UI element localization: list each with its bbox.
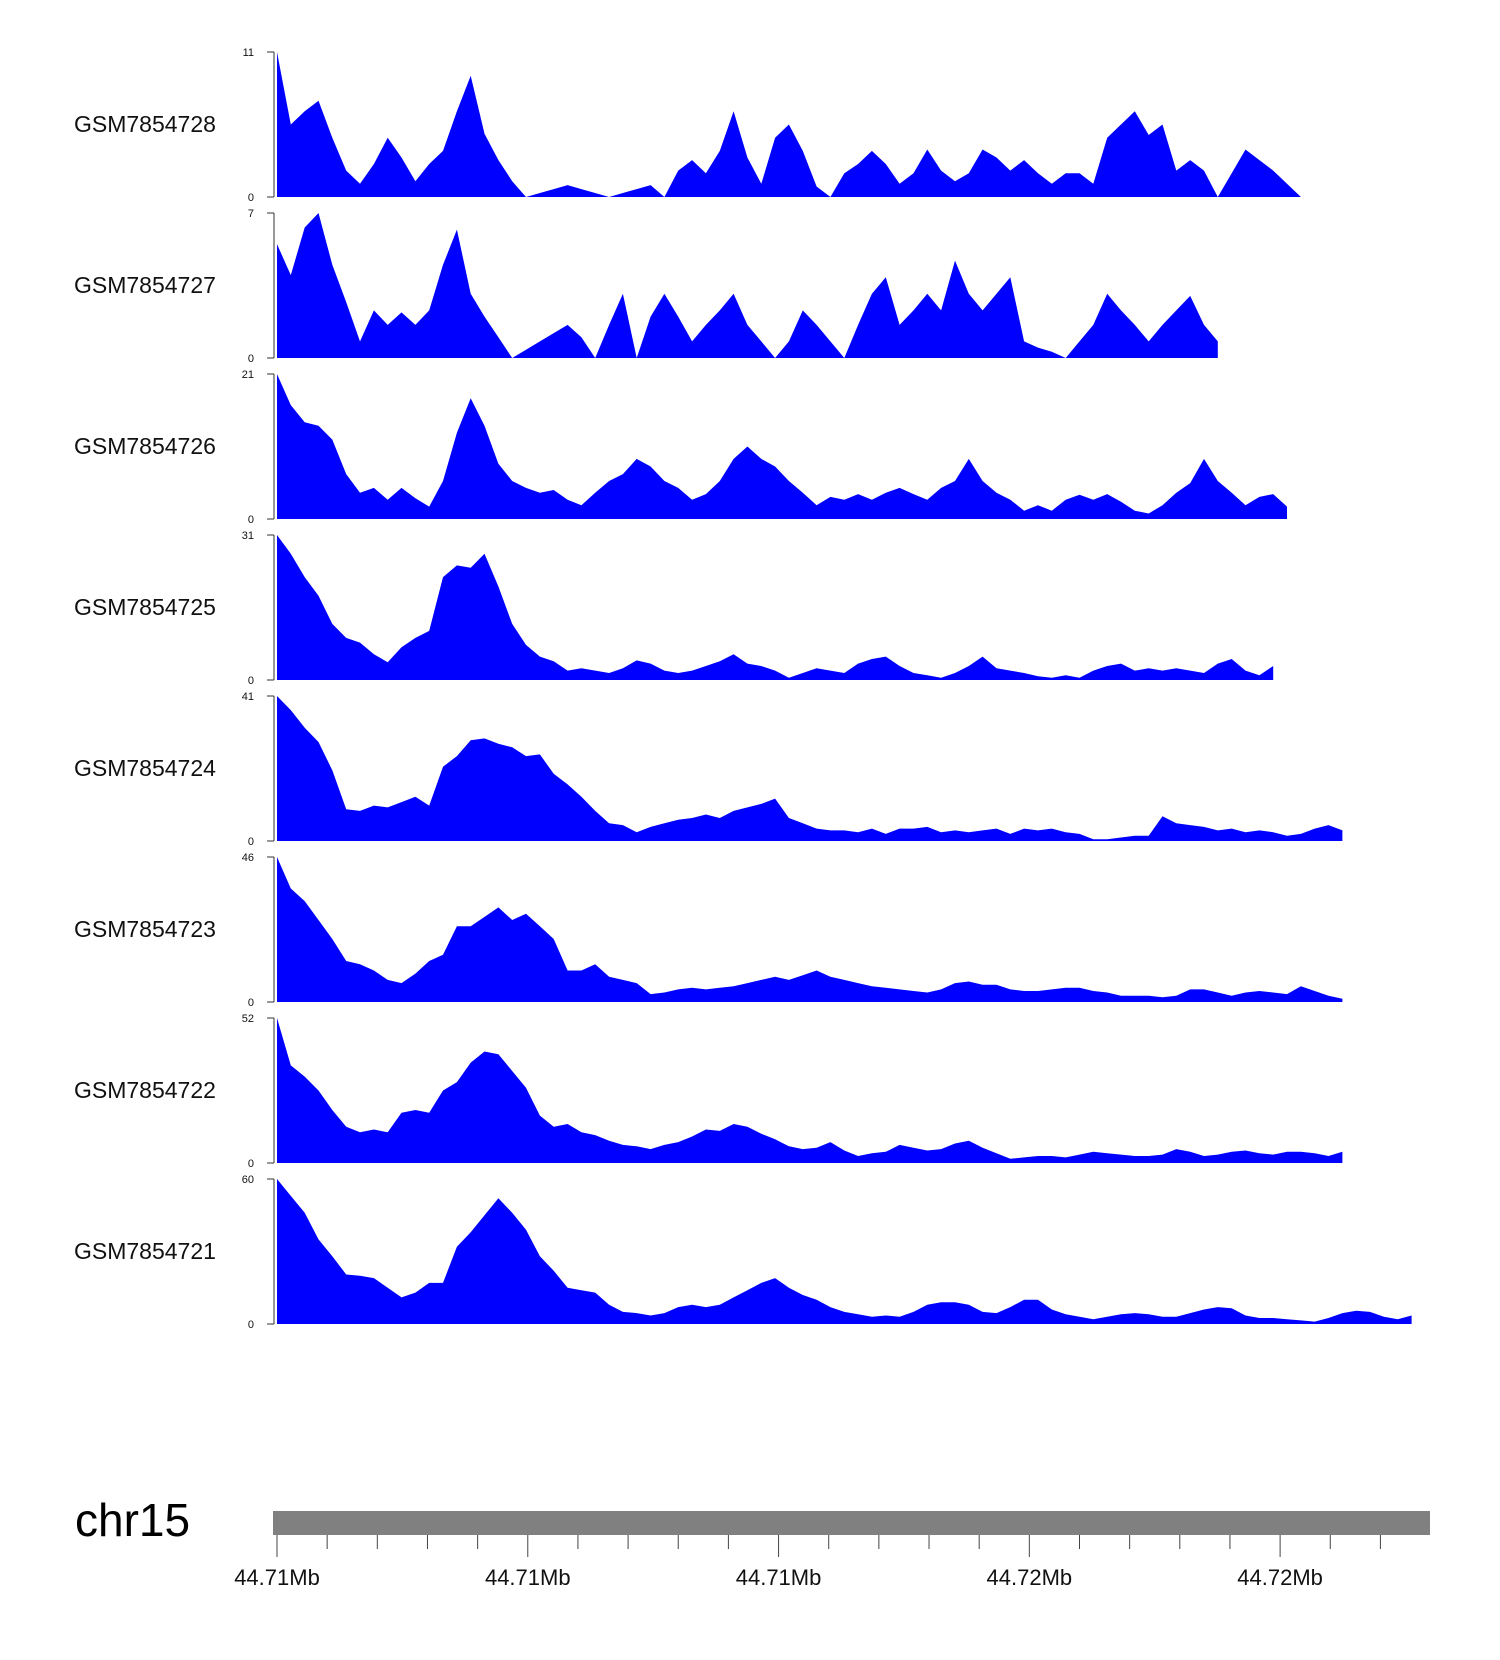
track-gsm7854728: GSM7854728 11 0 xyxy=(74,47,1301,204)
chromosome-label: chr15 xyxy=(75,1494,190,1546)
track-gsm7854725: GSM7854725 31 0 xyxy=(74,530,1274,687)
coverage-area-gsm7854724 xyxy=(277,696,1343,841)
y-min-label-gsm7854725: 0 xyxy=(248,675,254,687)
y-min-label-gsm7854724: 0 xyxy=(248,836,254,848)
coverage-area-gsm7854722 xyxy=(277,1018,1343,1163)
y-max-label-gsm7854724: 41 xyxy=(242,691,254,703)
coverage-area-gsm7854727 xyxy=(277,213,1218,358)
y-max-label-gsm7854727: 7 xyxy=(248,208,254,220)
x-tick-label-2: 44.71Mb xyxy=(736,1565,822,1590)
coverage-area-gsm7854725 xyxy=(277,535,1274,680)
track-gsm7854721: GSM7854721 60 0 xyxy=(74,1174,1412,1331)
coverage-tracks: GSM7854728110GSM785472770GSM7854726210GS… xyxy=(74,47,1412,1331)
track-gsm7854726: GSM7854726 21 0 xyxy=(74,369,1287,526)
track-label-gsm7854727: GSM7854727 xyxy=(74,272,216,298)
y-max-label-gsm7854722: 52 xyxy=(242,1013,254,1025)
y-min-label-gsm7854727: 0 xyxy=(248,353,254,365)
x-tick-label-4: 44.72Mb xyxy=(1237,1565,1323,1590)
track-label-gsm7854726: GSM7854726 xyxy=(74,433,216,459)
y-max-label-gsm7854723: 46 xyxy=(242,852,254,864)
y-min-label-gsm7854728: 0 xyxy=(248,192,254,204)
y-max-label-gsm7854721: 60 xyxy=(242,1174,254,1186)
y-max-label-gsm7854728: 11 xyxy=(243,47,254,59)
track-gsm7854722: GSM7854722 52 0 xyxy=(74,1013,1343,1170)
y-min-label-gsm7854723: 0 xyxy=(248,997,254,1009)
track-gsm7854723: GSM7854723 46 0 xyxy=(74,852,1343,1009)
track-label-gsm7854723: GSM7854723 xyxy=(74,916,216,942)
x-tick-label-1: 44.71Mb xyxy=(485,1565,571,1590)
y-min-label-gsm7854721: 0 xyxy=(248,1319,254,1331)
track-gsm7854727: GSM7854727 7 0 xyxy=(74,208,1218,365)
y-min-label-gsm7854722: 0 xyxy=(248,1158,254,1170)
chromosome-ideogram: chr15 44.71Mb 44.71Mb 44.71Mb 44.72Mb 44.72M… xyxy=(75,1494,1430,1590)
track-label-gsm7854721: GSM7854721 xyxy=(74,1238,216,1264)
track-label-gsm7854725: GSM7854725 xyxy=(74,594,216,620)
track-label-gsm7854722: GSM7854722 xyxy=(74,1077,216,1103)
coverage-area-gsm7854723 xyxy=(277,857,1343,1002)
coverage-area-gsm7854728 xyxy=(277,52,1301,197)
track-label-gsm7854724: GSM7854724 xyxy=(74,755,216,781)
chromosome-bar xyxy=(273,1511,1430,1535)
track-label-gsm7854728: GSM7854728 xyxy=(74,111,216,137)
x-tick-label-3: 44.72Mb xyxy=(987,1565,1073,1590)
x-tick-label-0: 44.71Mb xyxy=(234,1565,320,1590)
coverage-area-gsm7854721 xyxy=(277,1179,1412,1324)
y-max-label-gsm7854726: 21 xyxy=(242,369,254,381)
y-min-label-gsm7854726: 0 xyxy=(248,514,254,526)
track-gsm7854724: GSM7854724 41 0 xyxy=(74,691,1343,848)
y-max-label-gsm7854725: 31 xyxy=(242,530,254,542)
coverage-area-gsm7854726 xyxy=(277,374,1287,519)
chromosome-ticks: 44.71Mb 44.71Mb 44.71Mb 44.72Mb 44.72Mb xyxy=(234,1535,1381,1590)
